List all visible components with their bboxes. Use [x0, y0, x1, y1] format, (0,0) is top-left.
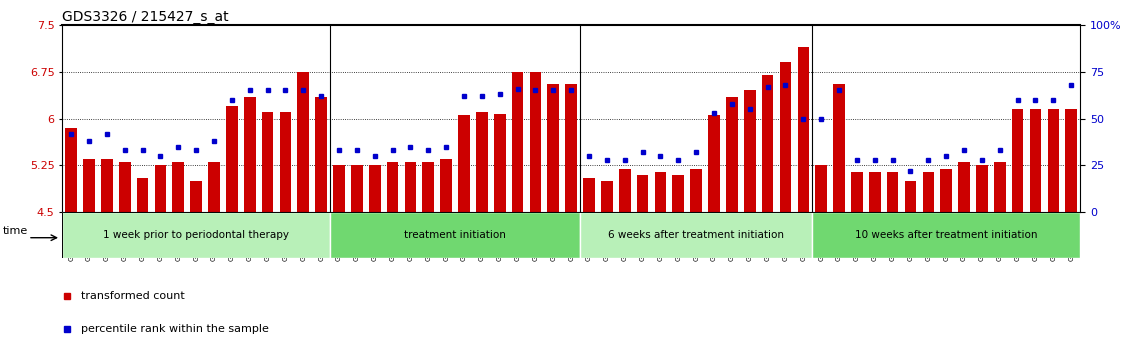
- Bar: [887, 172, 898, 212]
- Bar: [566, 84, 577, 212]
- Bar: [476, 112, 487, 212]
- Bar: [812, 212, 1080, 258]
- Bar: [655, 172, 666, 212]
- Bar: [84, 159, 95, 212]
- Bar: [1065, 109, 1077, 212]
- Bar: [834, 84, 845, 212]
- Bar: [101, 159, 113, 212]
- Text: GDS3326 / 215427_s_at: GDS3326 / 215427_s_at: [62, 10, 228, 24]
- Bar: [940, 169, 952, 212]
- Bar: [494, 114, 506, 212]
- Bar: [673, 175, 684, 212]
- Bar: [1029, 109, 1042, 212]
- Bar: [226, 106, 238, 212]
- Bar: [1047, 109, 1059, 212]
- Bar: [190, 181, 202, 212]
- Bar: [619, 169, 630, 212]
- Bar: [261, 112, 274, 212]
- Text: time: time: [3, 226, 28, 236]
- Bar: [994, 162, 1005, 212]
- Bar: [726, 97, 737, 212]
- Bar: [137, 178, 148, 212]
- Bar: [511, 72, 524, 212]
- Bar: [66, 128, 77, 212]
- Bar: [172, 162, 184, 212]
- Bar: [208, 162, 219, 212]
- Bar: [1012, 109, 1024, 212]
- Bar: [119, 162, 130, 212]
- Bar: [923, 172, 934, 212]
- Bar: [601, 181, 613, 212]
- Bar: [316, 97, 327, 212]
- Bar: [279, 112, 291, 212]
- Bar: [708, 115, 719, 212]
- Bar: [779, 62, 792, 212]
- Bar: [529, 72, 542, 212]
- Bar: [334, 165, 345, 212]
- Text: 6 weeks after treatment initiation: 6 weeks after treatment initiation: [608, 230, 784, 240]
- Bar: [405, 162, 416, 212]
- Bar: [458, 115, 469, 212]
- Text: percentile rank within the sample: percentile rank within the sample: [80, 324, 268, 334]
- Bar: [244, 97, 256, 212]
- Bar: [155, 165, 166, 212]
- Bar: [797, 47, 809, 212]
- Bar: [423, 162, 434, 212]
- Bar: [976, 165, 987, 212]
- Bar: [905, 181, 916, 212]
- Bar: [584, 178, 595, 212]
- Bar: [851, 172, 863, 212]
- Bar: [580, 212, 812, 258]
- Bar: [958, 162, 969, 212]
- Bar: [815, 165, 827, 212]
- Bar: [744, 90, 756, 212]
- Bar: [547, 84, 559, 212]
- Text: 1 week prior to periodontal therapy: 1 week prior to periodontal therapy: [103, 230, 290, 240]
- Bar: [762, 75, 774, 212]
- Bar: [387, 162, 398, 212]
- Bar: [440, 159, 452, 212]
- Bar: [330, 212, 580, 258]
- Bar: [637, 175, 648, 212]
- Bar: [369, 165, 380, 212]
- Bar: [297, 72, 309, 212]
- Bar: [62, 212, 330, 258]
- Bar: [869, 172, 881, 212]
- Bar: [690, 169, 702, 212]
- Text: transformed count: transformed count: [80, 291, 184, 301]
- Text: treatment initiation: treatment initiation: [404, 230, 506, 240]
- Bar: [351, 165, 363, 212]
- Text: 10 weeks after treatment initiation: 10 weeks after treatment initiation: [855, 230, 1037, 240]
